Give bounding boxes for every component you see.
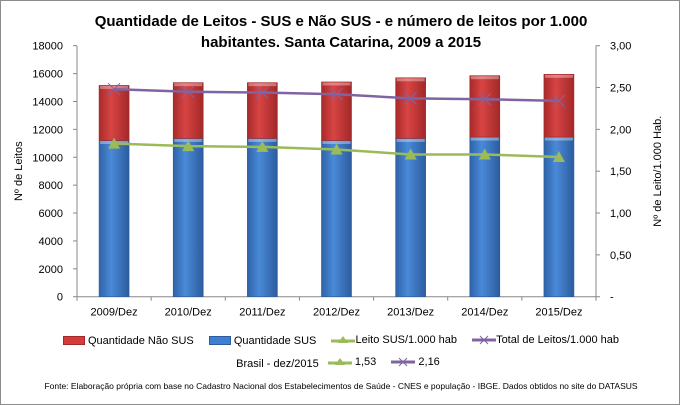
y-tick-label: 16000 [32, 69, 63, 81]
bar-nao-sus [395, 77, 426, 139]
y-tick-label: 10000 [32, 152, 63, 164]
brasil-total-value: 2,16 [418, 356, 440, 368]
bar-highlight [248, 83, 277, 87]
brasil-leito-sus: 1,53 [327, 356, 377, 368]
triangle-marker-icon [327, 358, 352, 365]
bar-highlight [248, 138, 277, 142]
x-tick-label: 2011/Dez [239, 307, 285, 319]
brasil-reference: Brasil - dez/2015 1,53 2,16 [1, 356, 679, 370]
y-tick-label: 8000 [39, 180, 63, 192]
point-triangle [182, 140, 195, 152]
y-tick-label: 6000 [39, 208, 63, 220]
brasil-label: Brasil - dez/2015 [236, 358, 319, 370]
source-note: Fonte: Elaboração própria com base no Ca… [44, 381, 638, 391]
legend-item-total: Total de Leitos/1.000 hab [472, 334, 619, 346]
x-tick-label: 2012/Dez [313, 307, 360, 319]
bar-highlight [100, 85, 129, 89]
legend-label: Leito SUS/1.000 hab [355, 334, 457, 346]
bar-sus [469, 136, 501, 298]
point-x [552, 94, 566, 108]
x-marker-icon [391, 357, 416, 367]
legend-swatch [208, 336, 231, 345]
point-triangle [108, 137, 121, 149]
point-triangle [256, 140, 269, 152]
x-tick-label: 2010/Dez [165, 307, 212, 319]
bar-highlight [322, 141, 351, 145]
y-tick-label: 12000 [32, 124, 63, 136]
point-x [330, 87, 343, 101]
x-tick-label: 2014/Dez [461, 307, 508, 319]
bar-highlight [470, 76, 499, 80]
y2-tick-label: 1,00 [610, 208, 631, 220]
y2-tick-label: 0,50 [610, 250, 631, 262]
y2-tick-label: 2,00 [610, 124, 631, 136]
y2-tick-label: - [610, 292, 614, 304]
x-tick-label: 2015/Dez [535, 307, 582, 319]
y-tick-label: 18000 [32, 41, 63, 53]
bar-sus [98, 140, 130, 297]
bar-highlight [174, 83, 203, 87]
legend-item-leito-sus: Leito SUS/1.000 hab [331, 334, 457, 346]
y-tick-label: 2000 [39, 264, 63, 276]
bar-highlight [470, 137, 499, 141]
bar-nao-sus [321, 81, 352, 141]
chart-title-line-2: habitantes. Santa Catarina, 2009 a 2015 [200, 34, 482, 51]
x-tick-label: 2009/Dez [91, 307, 138, 319]
point-x [478, 92, 492, 106]
bar-highlight [396, 78, 425, 82]
y2-axis-title: Nº de Leito/1.000 Hab. [652, 116, 664, 227]
bar-sus [543, 136, 575, 298]
triangle-marker-icon [331, 336, 356, 343]
x-tick-label: 2013/Dez [387, 307, 434, 319]
bar-sus [247, 138, 278, 297]
legend-label: Quantidade Não SUS [87, 334, 194, 347]
bar-highlight [322, 82, 351, 86]
y-tick-label: 0 [57, 292, 63, 304]
y2-tick-label: 1,50 [610, 166, 631, 178]
y2-tick-label: 3,00 [610, 41, 631, 53]
point-triangle [552, 150, 565, 162]
point-x [404, 92, 417, 105]
bar-highlight [544, 137, 573, 141]
bar-nao-sus [247, 82, 278, 139]
bar-nao-sus [98, 85, 130, 141]
y-tick-label: 14000 [32, 96, 63, 108]
x-marker-icon [472, 335, 497, 345]
legend-item-nao-sus: Quantidade Não SUS [62, 334, 194, 347]
bar-highlight [396, 138, 425, 142]
bar-highlight [544, 74, 573, 78]
bar-sus [395, 138, 426, 297]
y-axis-title: Nº de Leitos [13, 141, 25, 201]
bar-nao-sus [543, 73, 575, 138]
point-x [256, 86, 269, 99]
y-tick-label: 4000 [39, 236, 63, 248]
legend-label: Total de Leitos/1.000 hab [496, 334, 619, 346]
point-x [107, 82, 121, 96]
point-triangle [404, 148, 417, 160]
y2-tick-label: 2,50 [610, 83, 631, 95]
legend-item-sus: Quantidade SUS [208, 334, 317, 347]
brasil-leito-sus-value: 1,53 [354, 356, 377, 368]
bar-sus [321, 140, 352, 297]
legend-swatch [62, 336, 85, 345]
bar-sus [172, 138, 204, 297]
chart-title-line-1: Quantidade de Leitos - SUS e Não SUS - e… [94, 13, 588, 30]
point-triangle [478, 148, 491, 160]
point-x [181, 85, 195, 99]
bar-nao-sus [469, 75, 501, 138]
legend: Quantidade Não SUS Quantidade SUS Leito … [1, 334, 679, 348]
chart-title: Quantidade de Leitos - SUS e Não SUS - e… [61, 11, 621, 53]
point-triangle [330, 143, 343, 155]
legend-label: Quantidade SUS [233, 334, 317, 347]
brasil-total: 2,16 [391, 356, 440, 368]
